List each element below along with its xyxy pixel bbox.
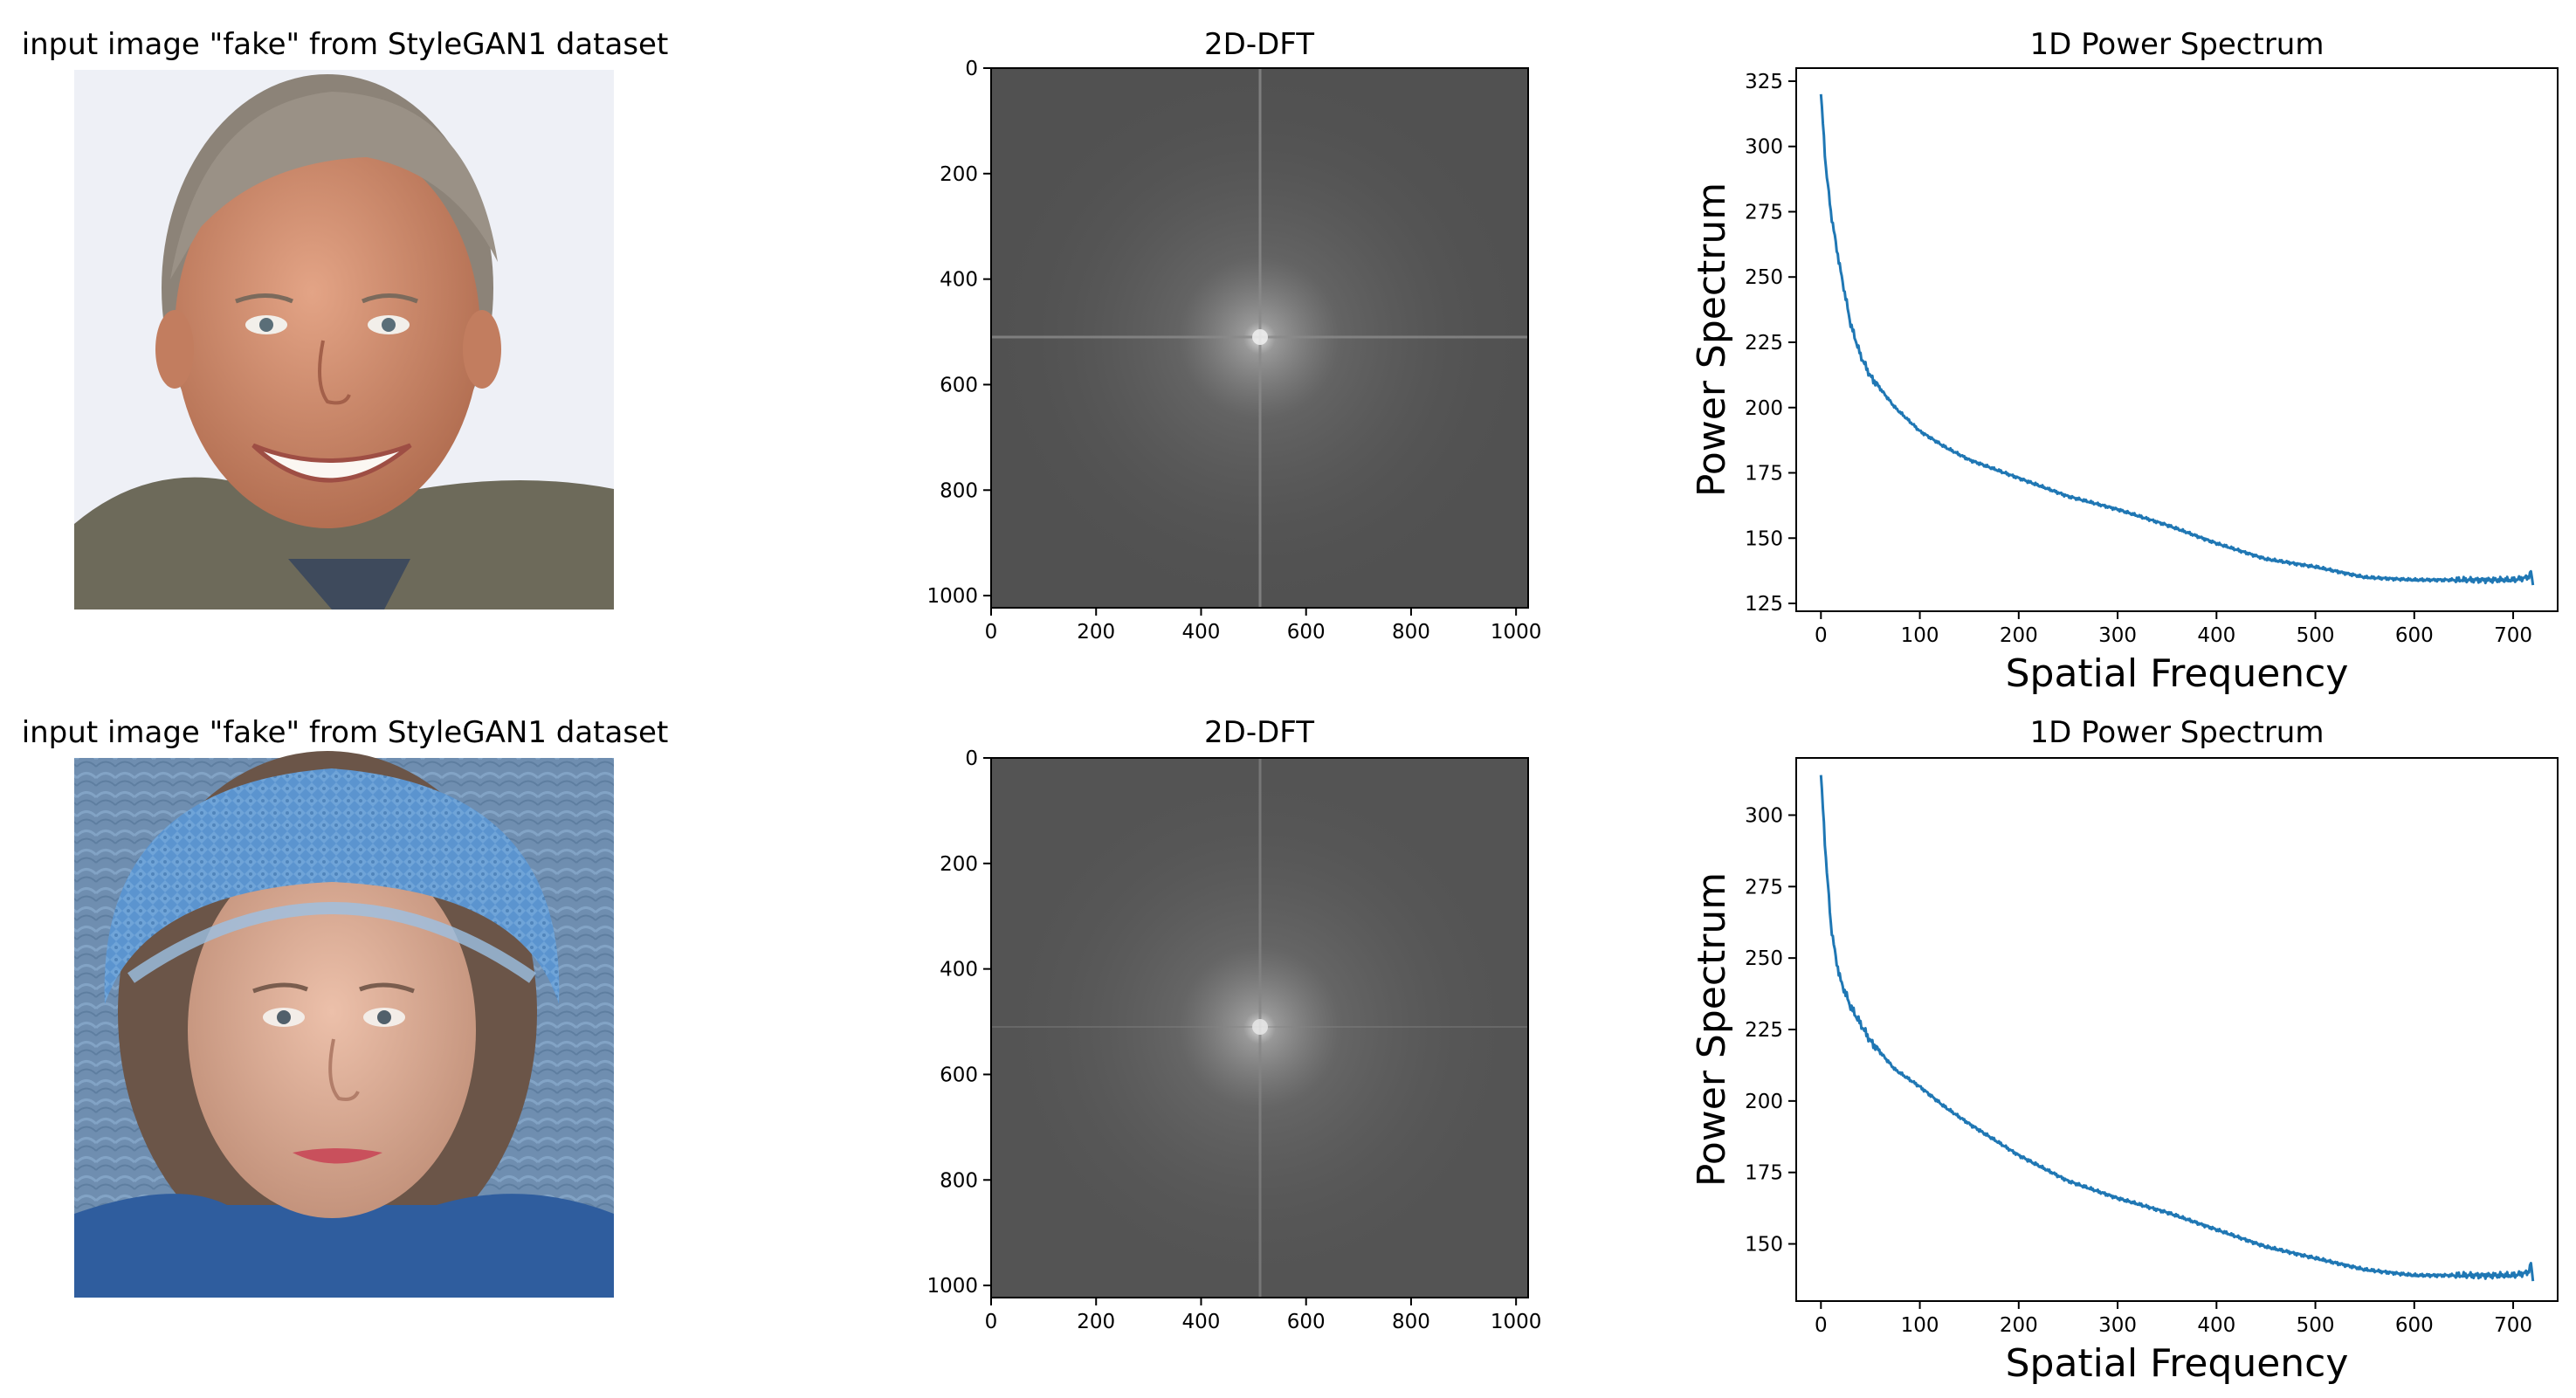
y-tick-label: 225: [1745, 332, 1783, 355]
y-tick-label: 300: [1745, 136, 1783, 159]
y-tick-label: 275: [1745, 201, 1783, 224]
input-image-title: input image "fake" from StyleGAN1 datase…: [22, 715, 669, 750]
y-tick-label: 400: [940, 269, 978, 292]
y-tick-label: 175: [1745, 1162, 1783, 1185]
x-tick-label: 0: [1815, 624, 1828, 647]
y-tick-label: 0: [965, 58, 978, 80]
spectrum-title: 1D Power Spectrum: [2030, 27, 2325, 62]
x-tick-label: 800: [1392, 621, 1430, 644]
y-tick-label: 325: [1745, 71, 1783, 93]
x-tick-label: 500: [2297, 1314, 2335, 1337]
x-tick-label: 300: [2098, 1314, 2137, 1337]
input-photo-girl: [74, 751, 614, 1298]
plot-frame: [1795, 757, 2559, 1302]
x-tick-label: 100: [1901, 624, 1939, 647]
y-tick-label: 600: [940, 374, 978, 396]
x-tick-label: 400: [1182, 621, 1221, 644]
y-tick-label: 1000: [926, 585, 978, 608]
x-tick-label: 800: [1392, 1311, 1430, 1333]
input-photo-man: [74, 70, 614, 609]
input-image-title: input image "fake" from StyleGAN1 datase…: [22, 27, 669, 62]
x-tick-label: 700: [2494, 1314, 2532, 1337]
y-axis-label: Power Spectrum: [1690, 182, 1734, 497]
x-tick-label: 0: [1815, 1314, 1828, 1337]
y-tick-label: 200: [1745, 397, 1783, 420]
y-tick-label: 400: [940, 959, 978, 981]
y-tick-label: 800: [940, 1169, 978, 1192]
y-tick-label: 1000: [926, 1275, 978, 1298]
x-tick-label: 200: [2000, 624, 2038, 647]
x-tick-label: 600: [1287, 1311, 1326, 1333]
y-tick-label: 300: [1745, 804, 1783, 827]
dft-title: 2D-DFT: [1204, 27, 1314, 62]
y-tick-label: 0: [965, 747, 978, 770]
x-tick-label: 1000: [1491, 1311, 1542, 1333]
dft-center-peak: [1252, 1019, 1268, 1035]
dft-title: 2D-DFT: [1204, 715, 1314, 750]
x-tick-label: 400: [2197, 624, 2235, 647]
y-tick-label: 600: [940, 1064, 978, 1086]
x-tick-label: 200: [1077, 621, 1115, 644]
dft-frame: [990, 67, 1529, 609]
y-axis-label: Power Spectrum: [1690, 872, 1734, 1187]
dft-frame: [990, 757, 1529, 1298]
x-tick-label: 500: [2297, 624, 2335, 647]
x-tick-label: 1000: [1491, 621, 1542, 644]
power-spectrum-line: [1819, 775, 2535, 1282]
x-tick-label: 0: [985, 1311, 998, 1333]
power-spectrum-chart-1: 1D Power Spectrum 0 100 200 300 400 500 600 700…: [1690, 27, 2559, 696]
y-tick-label: 225: [1745, 1019, 1783, 1042]
x-tick-label: 200: [1077, 1311, 1115, 1333]
x-tick-label: 100: [1901, 1314, 1939, 1337]
x-tick-label: 600: [2395, 624, 2434, 647]
power-spectrum-chart-2: 1D Power Spectrum 0 100 200 300 400 500 600 700…: [1690, 715, 2559, 1386]
y-tick-label: 150: [1745, 527, 1783, 550]
x-tick-label: 600: [2395, 1314, 2434, 1337]
y-tick-label: 200: [940, 163, 978, 186]
x-tick-label: 400: [2197, 1314, 2235, 1337]
x-axis-label: Spatial Frequency: [2006, 1341, 2349, 1386]
x-tick-label: 700: [2494, 624, 2532, 647]
spectrum-title: 1D Power Spectrum: [2030, 715, 2325, 750]
plot-frame: [1795, 67, 2559, 612]
power-spectrum-line: [1819, 93, 2535, 586]
dft-chart-2: 2D-DFT 0 200 400 600 800 1000 0 200 400 600 800 100…: [926, 715, 1541, 1333]
x-tick-label: 0: [985, 621, 998, 644]
y-tick-label: 200: [1745, 1091, 1783, 1113]
y-tick-label: 125: [1745, 593, 1783, 616]
dft-center-peak: [1252, 329, 1268, 345]
y-tick-label: 150: [1745, 1234, 1783, 1257]
x-tick-label: 600: [1287, 621, 1326, 644]
dft-chart-1: 2D-DFT 0 200 400 600 800 1000 0 200 400 600 800 100…: [926, 27, 1541, 644]
x-tick-label: 200: [2000, 1314, 2038, 1337]
y-tick-label: 175: [1745, 463, 1783, 486]
y-tick-label: 250: [1745, 947, 1783, 970]
y-tick-label: 275: [1745, 876, 1783, 899]
y-tick-label: 800: [940, 479, 978, 502]
x-axis-label: Spatial Frequency: [2006, 651, 2349, 696]
x-tick-label: 300: [2098, 624, 2137, 647]
x-tick-label: 400: [1182, 1311, 1221, 1333]
y-tick-label: 250: [1745, 266, 1783, 289]
y-tick-label: 200: [940, 853, 978, 876]
